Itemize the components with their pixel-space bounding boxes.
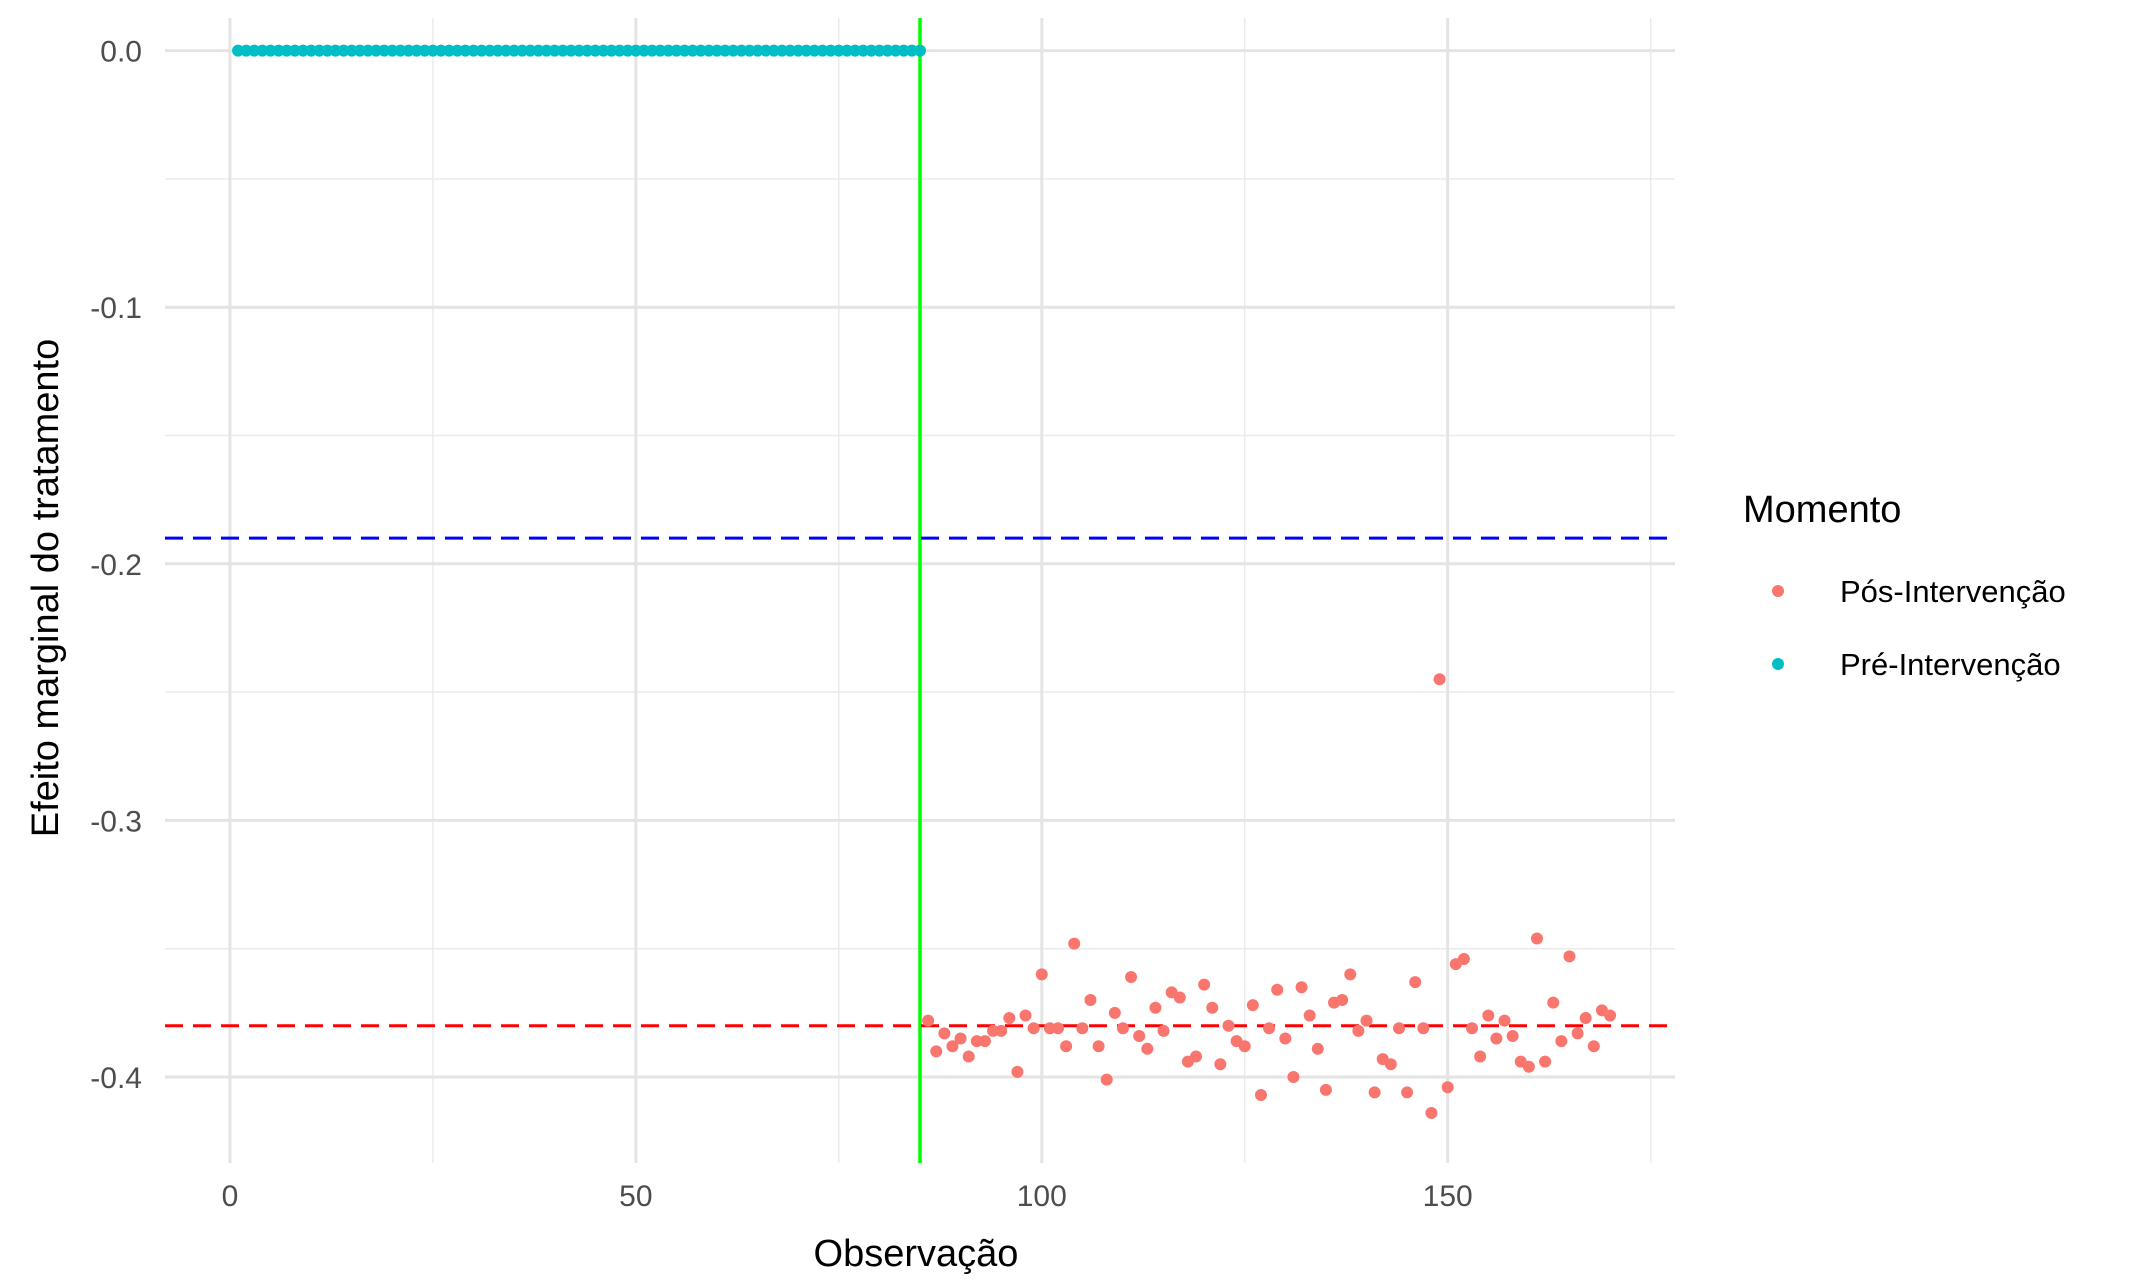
pos-intervencao-point — [1555, 1035, 1568, 1048]
pos-intervencao-point — [1108, 1006, 1121, 1019]
pos-intervencao-point — [1425, 1106, 1438, 1119]
pos-intervencao-point — [1539, 1055, 1552, 1068]
pos-intervencao-point — [1100, 1073, 1113, 1086]
pos-intervencao-point — [1547, 996, 1560, 1009]
pos-intervencao-point — [954, 1032, 967, 1045]
pos-intervencao-point — [1571, 1027, 1584, 1040]
pos-intervencao-point — [1254, 1088, 1267, 1101]
legend-title: Momento — [1743, 489, 1901, 531]
legend-key-pre — [1772, 658, 1784, 670]
pos-intervencao-point — [1392, 1022, 1405, 1035]
pos-intervencao-point — [1141, 1042, 1154, 1055]
pos-intervencao-point — [1222, 1019, 1235, 1032]
pos-intervencao-point — [930, 1045, 943, 1058]
pos-intervencao-point — [922, 1014, 935, 1027]
pos-intervencao-point — [1263, 1022, 1276, 1035]
pos-intervencao-point — [1157, 1024, 1170, 1037]
pos-intervencao-point — [1092, 1040, 1105, 1053]
pos-intervencao-point — [1482, 1009, 1495, 1022]
pos-intervencao-point — [1303, 1009, 1316, 1022]
pos-intervencao-point — [1563, 950, 1576, 963]
x-tick-label: 50 — [619, 1180, 652, 1213]
pos-intervencao-point — [1433, 673, 1446, 686]
pos-intervencao-point — [1360, 1014, 1373, 1027]
pos-intervencao-point — [1457, 952, 1470, 965]
pos-intervencao-point — [1530, 932, 1543, 945]
pos-intervencao-point — [1352, 1024, 1365, 1037]
pos-intervencao-point — [1133, 1029, 1146, 1042]
pos-intervencao-point — [1474, 1050, 1487, 1063]
pos-intervencao-point — [1401, 1086, 1414, 1099]
reference-lines — [165, 18, 1675, 1163]
pos-intervencao-point — [1344, 968, 1357, 981]
pos-intervencao-point — [1246, 999, 1259, 1012]
pos-intervencao-point — [1579, 1012, 1592, 1025]
pos-intervencao-point — [1336, 994, 1349, 1007]
pos-intervencao-point — [1498, 1014, 1511, 1027]
pos-intervencao-point — [1587, 1040, 1600, 1053]
pos-intervencao-point — [1027, 1022, 1040, 1035]
pos-intervencao-point — [1019, 1009, 1032, 1022]
pos-intervencao-point — [1173, 991, 1186, 1004]
pos-intervencao-point — [1271, 983, 1284, 996]
pos-intervencao-point — [1441, 1081, 1454, 1094]
y-tick-label: 0.0 — [100, 36, 142, 69]
pos-intervencao-point — [1011, 1065, 1024, 1078]
pos-intervencao-point — [995, 1024, 1008, 1037]
pos-intervencao-point — [1279, 1032, 1292, 1045]
pos-intervencao-point — [1060, 1040, 1073, 1053]
pos-intervencao-point — [1409, 976, 1422, 989]
legend-label-pre: Pré-Intervenção — [1840, 647, 2061, 682]
pos-intervencao-point — [1506, 1029, 1519, 1042]
pos-intervencao-point — [1214, 1058, 1227, 1071]
pos-intervencao-point — [1035, 968, 1048, 981]
x-tick-label: 100 — [1017, 1180, 1067, 1213]
pos-intervencao-point — [1287, 1071, 1300, 1084]
y-axis-ticks: 0.0 -0.1 -0.2 -0.3 -0.4 — [90, 36, 142, 1095]
pos-intervencao-point — [978, 1035, 991, 1048]
pos-intervencao-point — [1206, 1001, 1219, 1014]
pos-intervencao-point — [1076, 1022, 1089, 1035]
y-tick-label: -0.3 — [90, 805, 142, 838]
pos-intervencao-point — [1604, 1009, 1617, 1022]
y-tick-label: -0.4 — [90, 1062, 142, 1095]
pos-intervencao-point — [1384, 1058, 1397, 1071]
y-tick-label: -0.2 — [90, 549, 142, 582]
x-axis-ticks: 0 50 100 150 — [222, 1180, 1473, 1213]
pos-intervencao-point — [1295, 981, 1308, 994]
pos-intervencao-point — [1490, 1032, 1503, 1045]
pos-intervencao-point — [1125, 970, 1138, 983]
pos-intervencao-point — [1368, 1086, 1381, 1099]
pos-intervencao-point — [1311, 1042, 1324, 1055]
pos-intervencao-point — [1052, 1022, 1065, 1035]
y-axis-title: Efeito marginal do tratamento — [25, 339, 67, 838]
pos-intervencao-point — [1084, 994, 1097, 1007]
pre-intervencao-point — [914, 44, 926, 57]
pos-intervencao-point — [962, 1050, 975, 1063]
pos-intervencao-point — [1238, 1040, 1251, 1053]
x-tick-label: 0 — [222, 1180, 239, 1213]
pos-intervencao-point — [1116, 1022, 1129, 1035]
legend-key-pos — [1772, 585, 1784, 597]
pos-intervencao-point — [1417, 1022, 1430, 1035]
pos-intervencao-point — [1190, 1050, 1203, 1063]
x-tick-label: 150 — [1423, 1180, 1473, 1213]
y-tick-label: -0.1 — [90, 292, 142, 325]
x-axis-title: Observação — [814, 1233, 1019, 1275]
data-points — [232, 44, 1617, 1119]
legend: Momento Pós-Intervenção Pré-Intervenção — [1743, 489, 2066, 682]
pos-intervencao-point — [1466, 1022, 1479, 1035]
pos-intervencao-point — [938, 1027, 951, 1040]
legend-label-pos: Pós-Intervenção — [1840, 574, 2066, 609]
pos-intervencao-point — [1068, 937, 1081, 950]
pos-intervencao-point — [1522, 1060, 1535, 1073]
pos-intervencao-point — [1198, 978, 1211, 991]
pos-intervencao-point — [946, 1040, 959, 1053]
pos-intervencao-point — [1319, 1083, 1332, 1096]
pos-intervencao-point — [1003, 1012, 1016, 1025]
pos-intervencao-point — [1149, 1001, 1162, 1014]
